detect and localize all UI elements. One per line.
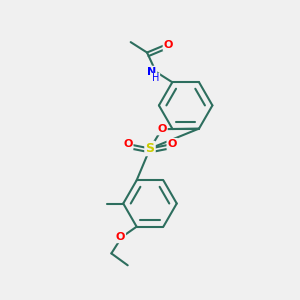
Text: O: O bbox=[116, 232, 125, 242]
Text: N: N bbox=[147, 67, 156, 77]
Text: H: H bbox=[152, 74, 160, 83]
Text: O: O bbox=[168, 139, 177, 149]
Text: O: O bbox=[164, 40, 173, 50]
Text: O: O bbox=[157, 124, 167, 134]
Text: O: O bbox=[123, 139, 132, 149]
Text: S: S bbox=[146, 142, 154, 155]
